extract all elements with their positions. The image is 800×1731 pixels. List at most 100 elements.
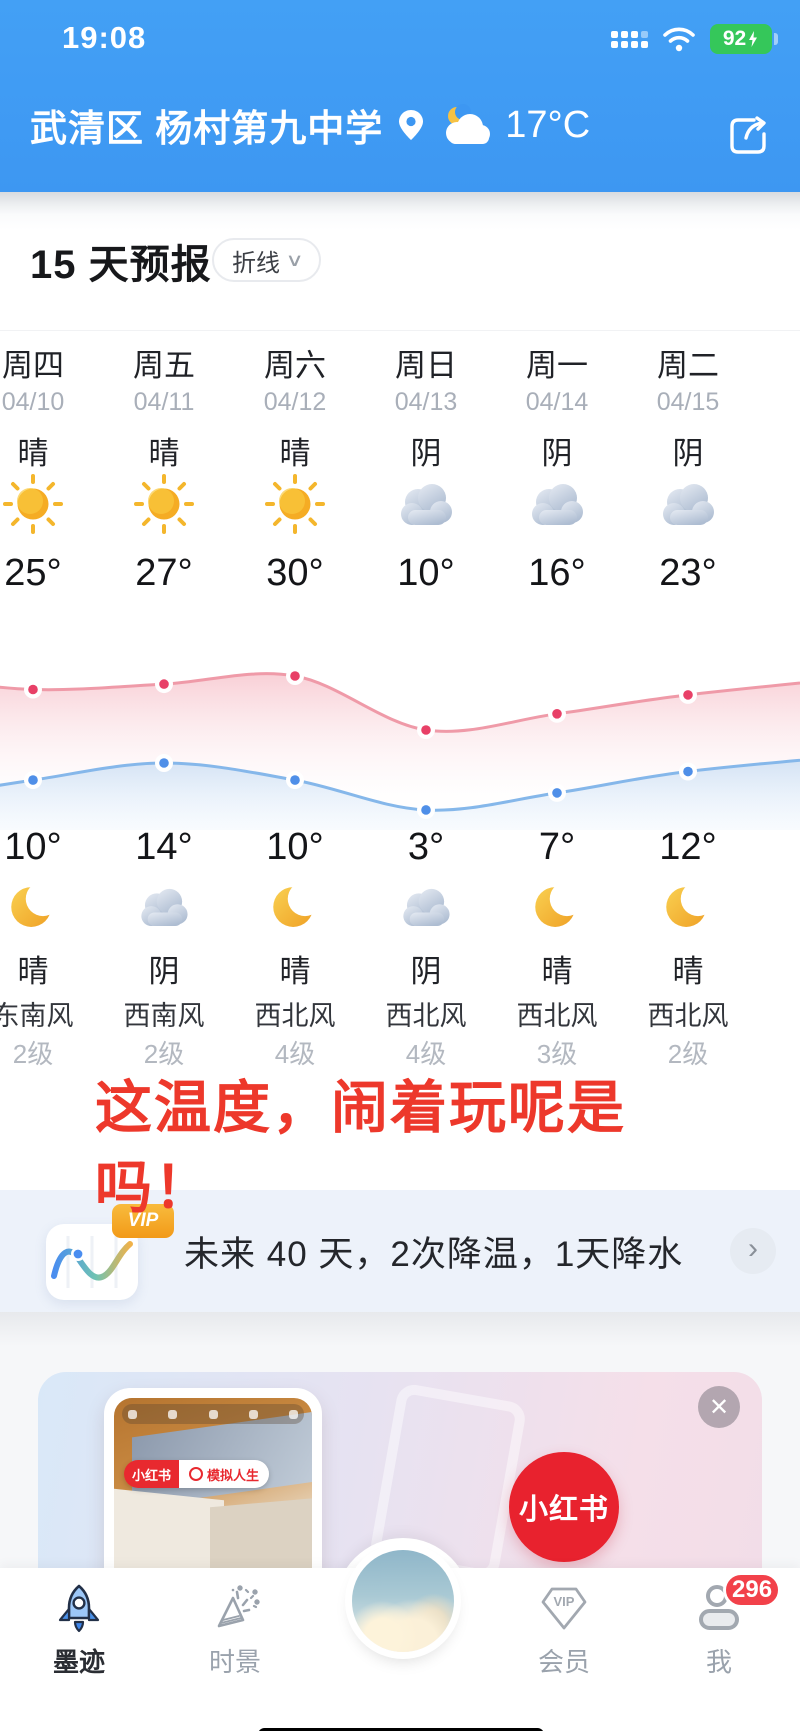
banner-text: 未来 40 天，2次降温，1天降水 [184,1234,684,1274]
search-icon [189,1467,204,1481]
day-condition: 阴 [672,436,704,471]
tab-moji[interactable]: 墨迹 [19,1582,139,1679]
charging-bolt-icon [749,31,758,47]
chevron-down-icon: ∨ [285,249,304,270]
brand-label: 小红书 [124,1460,180,1488]
section-gap [0,1312,800,1346]
date-label: 04/14 [525,388,589,416]
night-condition: 阴 [410,954,442,989]
high-temp: 30° [266,552,324,594]
status-icons: 92 [611,24,778,54]
xiaohongshu-logo: 小红书 [509,1452,619,1562]
svg-text:VIP: VIP [554,1594,575,1609]
high-temp: 25° [4,552,62,594]
day-name: 周日 [395,348,457,383]
date-label: 04/13 [394,388,458,416]
sun-icon [3,474,63,534]
home-indicator[interactable] [258,1728,544,1731]
night-condition: 晴 [672,954,704,989]
battery-percent: 92 [722,27,747,50]
signal-icon [611,30,648,48]
moon-icon [528,878,586,936]
chevron-right-icon[interactable]: › [730,1228,776,1274]
high-temp: 10° [397,552,455,594]
vip-tag: VIP [112,1204,174,1238]
rocket-icon [53,1582,105,1634]
day-condition: 阴 [410,436,442,471]
location-row[interactable]: 武清区 杨村第九中学 17°C [30,98,590,152]
cloud-icon [656,472,720,536]
cloud-icon [663,484,714,525]
tab-vip[interactable]: VIP 会员 [504,1582,624,1679]
low-temp: 12° [659,826,717,868]
forecast-column[interactable]: 周二 04/15 阴 23° 12° 晴 西北风 2级 [623,330,754,1070]
header: 19:08 92 武清区 杨村第九中学 [0,0,800,192]
tab-scenery[interactable]: 时景 [175,1582,295,1679]
wind-direction: 西北风 [385,1001,467,1031]
cloud-icon [532,484,583,525]
date-label: 04/11 [133,388,195,416]
sun-icon [1,472,65,536]
day-condition: 阴 [541,436,573,471]
temperature-line-chart [0,667,800,830]
share-button[interactable] [724,112,772,160]
low-temp: 14° [135,826,193,868]
wind-direction: 东南风 [0,1001,74,1031]
day-condition: 晴 [148,436,180,471]
forty-day-banner[interactable]: VIP 未来 40 天，2次降温，1天降水 › [0,1190,800,1312]
forecast-column[interactable]: 周日 04/13 阴 10° 3° 阴 西北风 4级 [361,330,492,1070]
tab-label: 时景 [208,1647,261,1677]
day-name: 周二 [657,348,719,383]
date-label: 04/10 [1,388,65,416]
moon-icon [4,878,62,936]
wind-level: 3级 [536,1039,578,1069]
tab-label: 墨迹 [52,1647,105,1677]
sun-icon [134,474,194,534]
cloud-moon-icon [446,104,491,144]
close-icon[interactable]: ✕ [698,1386,740,1428]
low-temp: 7° [538,826,576,868]
sky-camera-button[interactable] [352,1550,454,1652]
fireworks-icon [209,1582,261,1634]
day-condition: 晴 [279,436,311,471]
moon-icon [266,878,324,936]
night-condition: 晴 [541,954,573,989]
forecast-column[interactable]: 周四 04/10 晴 25° 10° 晴 东南风 2级 [0,330,99,1070]
low-temp: 3° [407,826,445,868]
meme-caption: 这温度，闹着玩呢是 吗！ [95,1068,626,1228]
wind-level: 2级 [143,1039,185,1069]
day-name: 周一 [526,348,588,383]
forecast-column[interactable]: 周六 04/12 晴 30° 10° 晴 西北风 4级 [230,330,361,1070]
search-term: 模拟人生 [179,1460,270,1488]
tab-label: 我 [705,1647,732,1677]
cloud-icon [401,484,452,525]
vip-diamond-icon: VIP [538,1582,590,1634]
meme-caption-line2: 吗！ [95,1156,213,1220]
tab-me[interactable]: 296 我 [659,1572,782,1679]
forecast-column[interactable]: 周五 04/11 晴 27° 14° 阴 西南风 2级 [99,330,230,1070]
wind-direction: 西北风 [516,1001,598,1031]
moon-icon [11,881,61,927]
notification-badge: 296 [723,1572,782,1608]
high-temp: 27° [135,552,193,594]
wind-direction: 西南风 [123,1001,205,1031]
sun-icon [263,472,327,536]
cloud-icon [397,878,455,936]
chart-style-toggle[interactable]: 折线 ∨ [212,238,322,282]
night-condition: 阴 [148,954,180,989]
location-name: 武清区 杨村第九中学 [30,108,384,149]
cloud-icon [394,472,458,536]
meme-caption-line1: 这温度，闹着玩呢是 [95,1076,626,1140]
divider [0,330,800,331]
cloud-icon [141,888,188,927]
wind-level: 4级 [274,1039,316,1069]
moon-icon [535,881,585,927]
status-time: 19:08 [62,20,147,55]
cloud-icon [525,472,589,536]
section-title: 15 天预报 [30,243,212,287]
day-condition: 晴 [17,436,49,471]
wind-direction: 西北风 [254,1001,336,1031]
forecast-column[interactable]: 周一 04/14 阴 16° 7° 晴 西北风 3级 [492,330,623,1070]
high-temp: 23° [659,552,717,594]
